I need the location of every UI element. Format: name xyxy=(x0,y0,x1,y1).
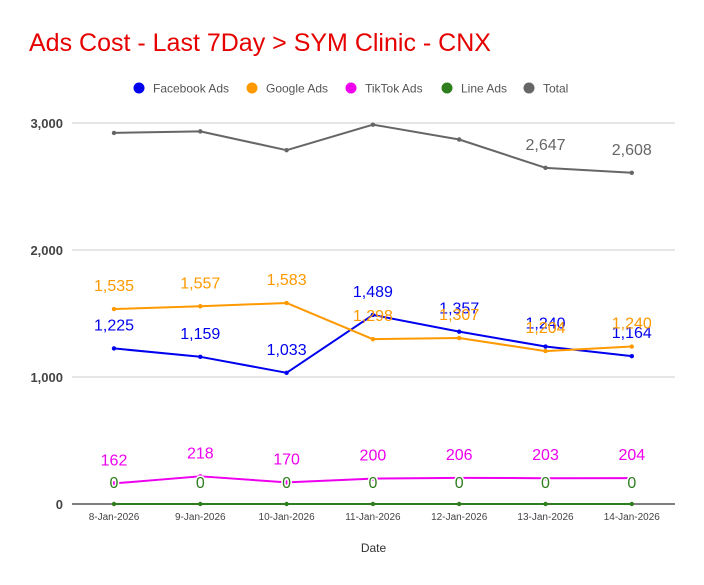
tiktok-ads-data-label: 162 xyxy=(101,452,128,469)
tiktok-ads-point xyxy=(111,481,117,486)
google-ads-legend-label: Google Ads xyxy=(266,82,328,96)
x-axis-ticks: 8-Jan-2026 9-Jan-2026 10-Jan-2026 11-Jan-20… xyxy=(89,512,661,523)
facebook-ads-point xyxy=(370,312,376,318)
facebook-ads-point xyxy=(198,354,203,360)
google-ads-data-label: 1,307 xyxy=(439,307,479,324)
facebook-ads-data-label: 1,489 xyxy=(353,284,393,301)
facebook-ads-point xyxy=(111,346,117,351)
x-tick-label: 10-Jan-2026 xyxy=(259,512,316,523)
google-ads-point xyxy=(370,336,376,342)
x-tick-label: 14-Jan-2026 xyxy=(604,512,661,523)
x-axis-label: Date xyxy=(361,541,387,555)
tiktok-ads-point xyxy=(457,475,462,481)
facebook-ads-data-label: 1,033 xyxy=(267,342,307,359)
facebook-ads-data-label: 1,240 xyxy=(525,316,565,333)
google-ads-data-label: 1,557 xyxy=(180,275,220,292)
facebook-ads-point xyxy=(543,344,548,349)
tiktok-ads-data-label: 204 xyxy=(618,447,645,464)
total-point xyxy=(284,147,289,153)
facebook-ads-point xyxy=(457,329,462,334)
chart-title: Ads Cost - Last 7Day > SYM Clinic - CNX xyxy=(29,29,491,57)
line-ads-point xyxy=(284,501,289,507)
total-point xyxy=(111,130,117,136)
total-data-label: 2,647 xyxy=(525,137,565,154)
line-ads-legend-label: Line Ads xyxy=(461,82,507,96)
data-labels: 0 0 0 0 0 0 0 162 218 170 200 206 203 204 1,225 1,159 1,… xyxy=(94,137,652,494)
tiktok-ads-point xyxy=(543,476,548,481)
tiktok-ads-legend-label: TikTok Ads xyxy=(365,82,423,96)
tiktok-ads-data-label: 170 xyxy=(273,451,300,468)
y-tick-label: 3,000 xyxy=(30,116,63,131)
facebook-ads-legend-marker xyxy=(133,82,145,94)
line-ads-point xyxy=(457,501,462,507)
tiktok-ads-legend-marker xyxy=(345,82,357,94)
google-ads-data-label: 1,583 xyxy=(267,272,307,289)
y-tick-label: 0 xyxy=(56,497,63,512)
line-ads-data-label: 0 xyxy=(541,475,550,492)
total-point xyxy=(370,122,376,127)
tiktok-ads-data-label: 203 xyxy=(532,447,559,464)
line-ads-point xyxy=(543,501,548,507)
google-ads-data-label: 1,298 xyxy=(353,308,393,325)
tiktok-ads-data-label: 206 xyxy=(446,447,473,464)
facebook-ads-data-label: 1,357 xyxy=(439,301,479,318)
tiktok-ads-point xyxy=(198,474,203,479)
line-ads-data-label: 0 xyxy=(368,475,377,492)
line-ads-data-label: 0 xyxy=(282,475,291,492)
google-ads-point xyxy=(284,300,289,306)
line-ads-data-label: 0 xyxy=(196,475,205,492)
x-tick-label: 13-Jan-2026 xyxy=(517,512,574,523)
google-ads-point xyxy=(629,344,634,349)
x-tick-label: 8-Jan-2026 xyxy=(89,512,140,523)
y-axis-ticks: 0 1,000 2,000 3,000 xyxy=(30,116,63,512)
line-ads-legend-marker xyxy=(441,82,453,94)
tiktok-ads-data-label: 200 xyxy=(360,448,387,465)
series-lines xyxy=(111,122,634,507)
google-ads-point xyxy=(111,306,117,312)
line-ads-data-label: 0 xyxy=(627,475,636,492)
facebook-ads-point xyxy=(629,353,634,359)
x-tick-label: 12-Jan-2026 xyxy=(431,512,488,523)
tiktok-ads-point xyxy=(284,480,289,485)
facebook-ads-data-label: 1,159 xyxy=(180,326,220,343)
x-tick-label: 9-Jan-2026 xyxy=(175,512,226,523)
line-ads-point xyxy=(111,501,117,507)
total-legend-label: Total xyxy=(543,82,568,96)
google-ads-data-label: 1,535 xyxy=(94,278,134,295)
total-data-label: 2,608 xyxy=(612,142,652,159)
y-tick-label: 1,000 xyxy=(30,370,63,385)
line-ads-data-label: 0 xyxy=(455,475,464,492)
y-tick-label: 2,000 xyxy=(30,243,63,258)
facebook-ads-legend-label: Facebook Ads xyxy=(153,82,229,96)
google-ads-data-label: 1,240 xyxy=(612,316,652,333)
facebook-ads-data-label: 1,164 xyxy=(612,325,652,342)
google-ads-point xyxy=(543,348,548,354)
tiktok-ads-data-label: 218 xyxy=(187,445,214,462)
legend: Facebook Ads Google Ads TikTok Ads Line Ads… xyxy=(133,82,568,96)
google-ads-data-label: 1,204 xyxy=(525,320,565,337)
total-legend-marker xyxy=(523,82,535,94)
tiktok-ads-point xyxy=(370,476,376,481)
x-tick-label: 11-Jan-2026 xyxy=(345,512,401,523)
line-ads-point xyxy=(198,501,203,507)
facebook-ads-point xyxy=(284,370,289,376)
google-ads-point xyxy=(198,304,203,309)
facebook-ads-data-label: 1,225 xyxy=(94,317,134,334)
total-point xyxy=(629,170,634,175)
line-ads-point xyxy=(629,501,634,507)
total-point xyxy=(198,129,203,134)
google-ads-point xyxy=(457,335,462,341)
google-ads-legend-marker xyxy=(246,82,258,94)
total-point xyxy=(457,137,462,142)
tiktok-ads-point xyxy=(629,475,634,481)
total-point xyxy=(543,165,548,171)
line-ads-data-label: 0 xyxy=(110,475,119,492)
line-ads-point xyxy=(370,501,376,507)
